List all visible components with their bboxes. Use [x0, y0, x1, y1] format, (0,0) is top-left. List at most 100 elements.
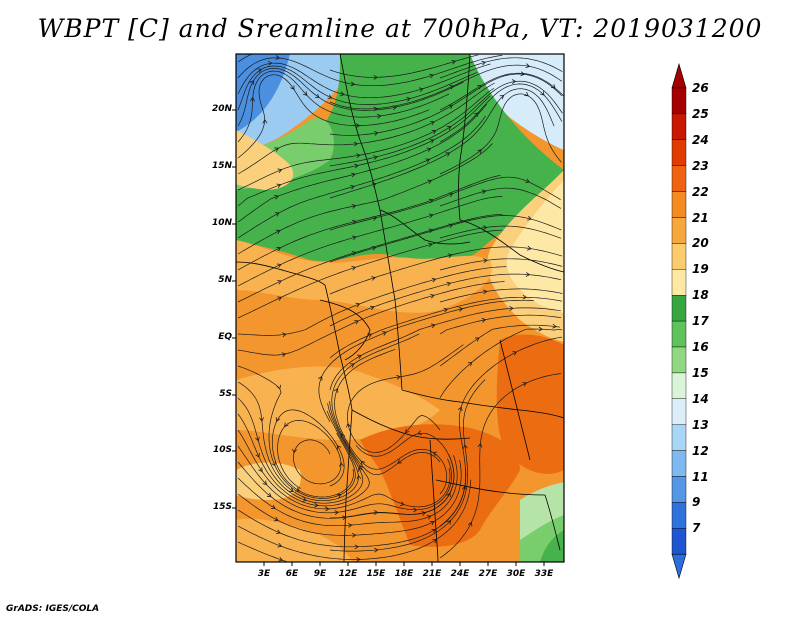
lat-label: 20N — [211, 104, 232, 114]
streamline — [329, 176, 561, 231]
streamline — [237, 65, 478, 111]
streamline — [329, 296, 563, 359]
streamline-arrow — [259, 417, 264, 422]
streamline-arrow — [527, 215, 532, 221]
streamline-arrow — [302, 91, 308, 96]
field-tan-far-south — [236, 518, 352, 562]
colorbar-label: 15 — [692, 365, 709, 380]
colorbar-label: 11 — [692, 469, 709, 484]
streamline-arrow — [356, 474, 362, 480]
streamline-arrow — [275, 55, 281, 60]
streamline-arrow — [446, 126, 452, 131]
streamline — [237, 82, 495, 175]
streamline — [439, 93, 562, 175]
streamline-arrow — [399, 501, 405, 507]
streamline-arrow — [334, 510, 339, 516]
streamline — [237, 70, 450, 143]
colorbar-swatch — [671, 191, 687, 218]
colorbar-label: 9 — [692, 495, 701, 510]
streamline-arrow — [443, 307, 449, 313]
streamline-arrow — [481, 317, 487, 323]
streamline — [237, 62, 491, 99]
streamline-arrow — [430, 121, 435, 126]
streamline-arrow — [336, 493, 342, 499]
streamline-arrow — [277, 280, 282, 285]
colorbar-label: 13 — [692, 417, 709, 432]
streamline-arrow — [277, 296, 283, 301]
field-north-lightblue — [236, 54, 360, 150]
streamline-arrow — [467, 361, 473, 367]
streamline-arrow — [333, 388, 339, 393]
lon-label: 9E — [313, 569, 327, 579]
colorbar-label: 25 — [692, 106, 709, 121]
streamline-arrow — [373, 106, 378, 112]
streamline — [329, 64, 563, 110]
streamline — [439, 314, 562, 335]
streamline-arrow — [274, 147, 280, 152]
streamline-arrow — [427, 242, 433, 248]
streamline — [237, 55, 503, 87]
streamline — [237, 74, 430, 159]
colorbar-label: 16 — [692, 340, 709, 354]
streamline-arrow — [357, 354, 362, 360]
field-cream-east — [506, 180, 564, 313]
colorbar-label: 17 — [692, 314, 709, 329]
streamline — [271, 409, 354, 498]
field-green-se — [540, 530, 564, 562]
streamline-arrow — [430, 293, 435, 299]
streamline — [331, 333, 441, 476]
border-line — [459, 219, 564, 273]
streamline-arrow — [406, 97, 411, 102]
border-line — [401, 389, 521, 411]
colorbar-label: 23 — [692, 158, 709, 173]
streamline — [439, 328, 563, 399]
streamline-arrow — [445, 152, 451, 157]
field-light-orange-west — [236, 240, 492, 313]
streamline-arrow — [350, 81, 356, 87]
streamline-arrow — [522, 294, 527, 300]
streamline-arrow — [273, 516, 279, 522]
map-frame — [235, 53, 565, 563]
streamline-arrow — [349, 363, 355, 368]
streamline-arrow — [278, 556, 284, 562]
field-tan-sw — [236, 462, 301, 500]
streamline-arrow — [262, 480, 268, 486]
streamline — [347, 344, 464, 453]
streamline-arrow — [431, 129, 437, 135]
lat-label: 10S — [212, 445, 232, 455]
streamline-arrow — [258, 467, 263, 473]
colorbar — [671, 62, 687, 580]
streamline-arrow — [373, 510, 379, 515]
colorbar-label: 24 — [692, 132, 709, 147]
streamline — [329, 73, 563, 136]
colorbar-top-arrow — [671, 62, 687, 89]
streamline-arrow — [337, 444, 342, 450]
streamline — [237, 213, 503, 303]
streamline-arrow — [277, 168, 283, 174]
streamline — [329, 215, 562, 263]
streamline — [277, 420, 342, 489]
streamline-arrow — [276, 246, 282, 252]
streamline-arrow — [373, 74, 378, 80]
streamline-arrow — [271, 461, 276, 467]
streamline — [237, 459, 462, 536]
field-dark-orange-east — [496, 334, 564, 474]
streamline — [237, 67, 464, 127]
colorbar-label: 21 — [692, 210, 709, 225]
streamline — [329, 80, 563, 167]
streamline-arrow — [350, 184, 355, 190]
streamline-arrow — [481, 60, 487, 66]
colorbar-swatch — [671, 502, 687, 529]
streamline-arrow — [276, 529, 281, 534]
streamline — [439, 258, 563, 271]
streamline-arrow — [355, 153, 361, 159]
lon-label: 27E — [478, 569, 498, 579]
streamline — [237, 400, 370, 507]
streamline-arrow — [429, 73, 434, 79]
streamline-arrow — [371, 276, 376, 281]
border-line — [343, 409, 353, 562]
colorbar-swatch — [671, 87, 687, 115]
streamline-arrow — [474, 337, 480, 342]
streamline-arrow — [448, 223, 454, 229]
streamline — [237, 174, 501, 271]
